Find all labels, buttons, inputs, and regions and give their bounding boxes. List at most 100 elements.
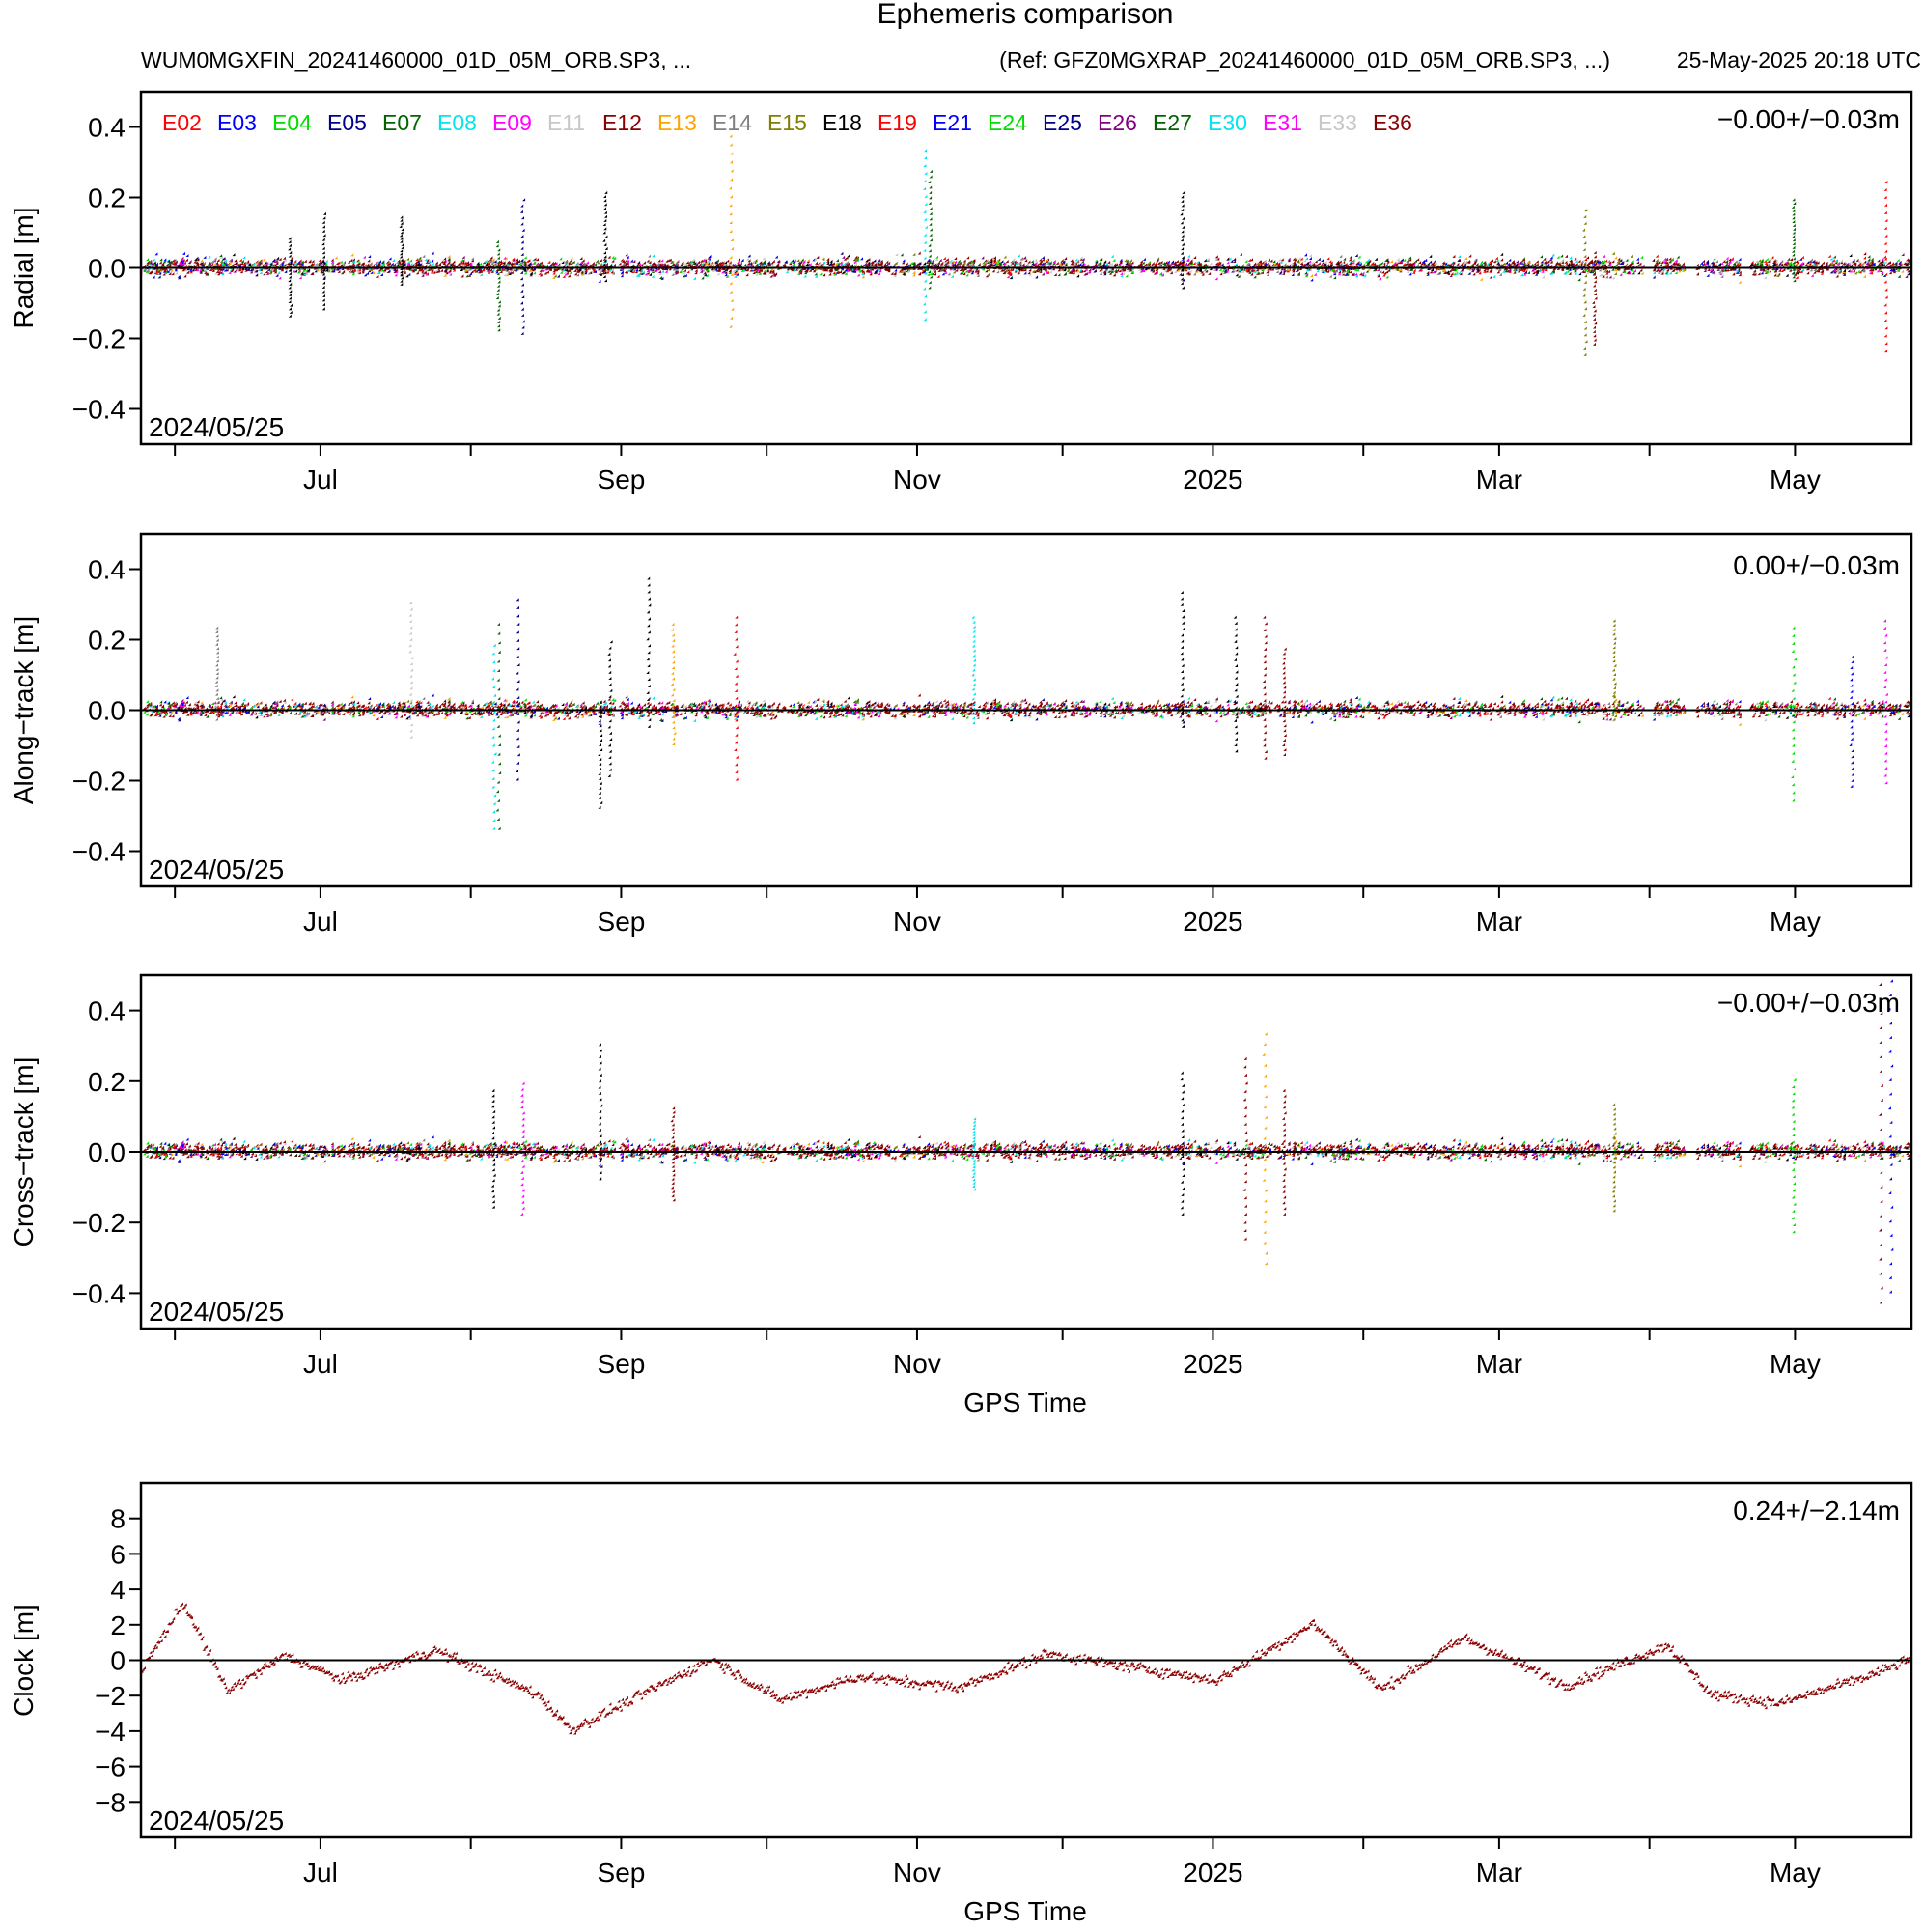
legend-item-E02: E02 [162, 110, 202, 135]
spike-2 [408, 602, 414, 739]
legend-item-E19: E19 [878, 110, 917, 135]
series-band-marks [141, 254, 1911, 278]
stat-label: 0.24+/−2.14m [1733, 1496, 1900, 1526]
plot-area [141, 576, 1911, 830]
spike-9 [928, 169, 933, 290]
x-tick-label: Mar [1476, 1349, 1522, 1379]
spike-10 [1611, 1103, 1617, 1213]
legend-item-E24: E24 [988, 110, 1027, 135]
x-tick-label: Sep [598, 1858, 646, 1888]
y-tick-label: 0.0 [88, 254, 125, 284]
y-tick-label: −0.2 [72, 1208, 125, 1238]
legend-item-E31: E31 [1263, 110, 1302, 135]
y-tick-label: −0.2 [72, 767, 125, 797]
x-tick-label: 2025 [1183, 464, 1242, 494]
y-tick-label: −8 [95, 1787, 125, 1817]
spike-7 [607, 640, 613, 777]
x-tick-label: Jul [303, 907, 338, 937]
legend-item-E26: E26 [1098, 110, 1137, 135]
x-tick-label: May [1770, 907, 1821, 937]
spike-15 [1282, 647, 1287, 757]
y-tick-label: −0.4 [72, 837, 125, 867]
plot-area [141, 1483, 1910, 1735]
spike-3 [598, 1043, 603, 1181]
series-marks-E08 [147, 253, 1885, 280]
y-axis-label: Radial [m] [9, 207, 39, 328]
x-tick-label: 2025 [1183, 1349, 1242, 1379]
x-tick-label: 2025 [1183, 907, 1242, 937]
y-axis-label: Cross−track [m] [9, 1057, 39, 1247]
spike-12 [1180, 591, 1185, 728]
y-tick-label: 6 [110, 1539, 125, 1569]
spike-16 [1611, 619, 1617, 721]
y-tick-label: 0.4 [88, 113, 125, 143]
legend-item-E25: E25 [1043, 110, 1082, 135]
legend: E02 E03 E04 E05 E07 E08 E09 E11 E12 E13 E14 E15 E18 E… [162, 110, 1412, 135]
spike-13 [1233, 615, 1239, 753]
spike-12 [1878, 983, 1883, 1304]
clock-baseline-marks [141, 1602, 1910, 1735]
y-tick-label: 0.2 [88, 626, 125, 656]
reference-subtitle: (Ref: GFZ0MGXRAP_20241460000_01D_05M_ORB… [999, 47, 1610, 72]
y-tick-label: −0.4 [72, 395, 125, 425]
legend-item-E13: E13 [657, 110, 697, 135]
spike-5 [519, 198, 526, 335]
x-tick-label: May [1770, 464, 1821, 494]
spike-8 [922, 149, 928, 322]
spike-11 [1791, 1078, 1797, 1234]
legend-item-E03: E03 [217, 110, 257, 135]
panel-4: 8 6 4 2 0 −2 −4 −6 −8 Clock [m] Jul Sep Nov 2025 Mar Ma… [9, 1481, 1913, 1888]
start-date-label: 2024/05/25 [149, 412, 284, 442]
spike-5 [971, 1117, 977, 1191]
x-tick-label: Sep [598, 907, 646, 937]
spike-9 [670, 622, 677, 746]
legend-item-E36: E36 [1373, 110, 1412, 135]
spike-13 [1887, 979, 1894, 1294]
y-tick-label: 0.4 [88, 996, 125, 1026]
legend-item-E30: E30 [1208, 110, 1247, 135]
spike-3 [399, 215, 404, 286]
series-marks-E02 [149, 1138, 1899, 1162]
x-tick-label: May [1770, 1858, 1821, 1888]
stat-label: −0.00+/−0.03m [1717, 988, 1900, 1018]
x-tick-label: Jul [303, 1349, 338, 1379]
y-tick-label: 0.0 [88, 1137, 125, 1167]
spike-1 [288, 237, 293, 318]
y-tick-label: 8 [110, 1504, 125, 1534]
series-marks-E12 [145, 251, 1910, 279]
legend-item-E14: E14 [712, 110, 752, 135]
legend-item-E05: E05 [327, 110, 367, 135]
spike-13 [1791, 198, 1797, 283]
legend-item-E12: E12 [602, 110, 642, 135]
spike-11 [971, 615, 976, 725]
y-tick-label: −4 [95, 1717, 125, 1747]
spike-7 [1242, 1056, 1248, 1241]
spike-6 [602, 190, 608, 283]
series-marks-E14 [152, 1137, 1898, 1162]
spike-2 [520, 1081, 525, 1216]
chart-title: Ephemeris comparison [878, 0, 1174, 30]
x-tick-label: Mar [1476, 907, 1522, 937]
y-axis-label: Clock [m] [9, 1604, 39, 1717]
spike-4 [495, 239, 501, 332]
x-tick-label: Jul [303, 1858, 338, 1888]
generated-timestamp: 25-May-2025 20:18 UTC [1677, 47, 1921, 72]
x-axis-label-upper: GPS Time [963, 1387, 1087, 1417]
spike-14 [1262, 615, 1268, 760]
spike-6 [1180, 1071, 1185, 1216]
x-tick-label: May [1770, 1349, 1821, 1379]
spike-10 [1180, 190, 1185, 290]
spike-4 [495, 622, 502, 830]
x-tick-label: Sep [598, 1349, 646, 1379]
x-tick-label: Nov [893, 1858, 941, 1888]
y-tick-label: −2 [95, 1681, 125, 1711]
spike-8 [646, 576, 652, 728]
x-tick-label: Nov [893, 464, 941, 494]
spike-7 [729, 134, 735, 328]
x-tick-label: Mar [1476, 1858, 1522, 1888]
spike-11 [1582, 209, 1588, 356]
y-tick-label: −6 [95, 1752, 125, 1782]
panel-2: 0.4 0.2 0.0 −0.2 −0.4 Along−track [m] Jul Sep No… [9, 532, 1913, 937]
